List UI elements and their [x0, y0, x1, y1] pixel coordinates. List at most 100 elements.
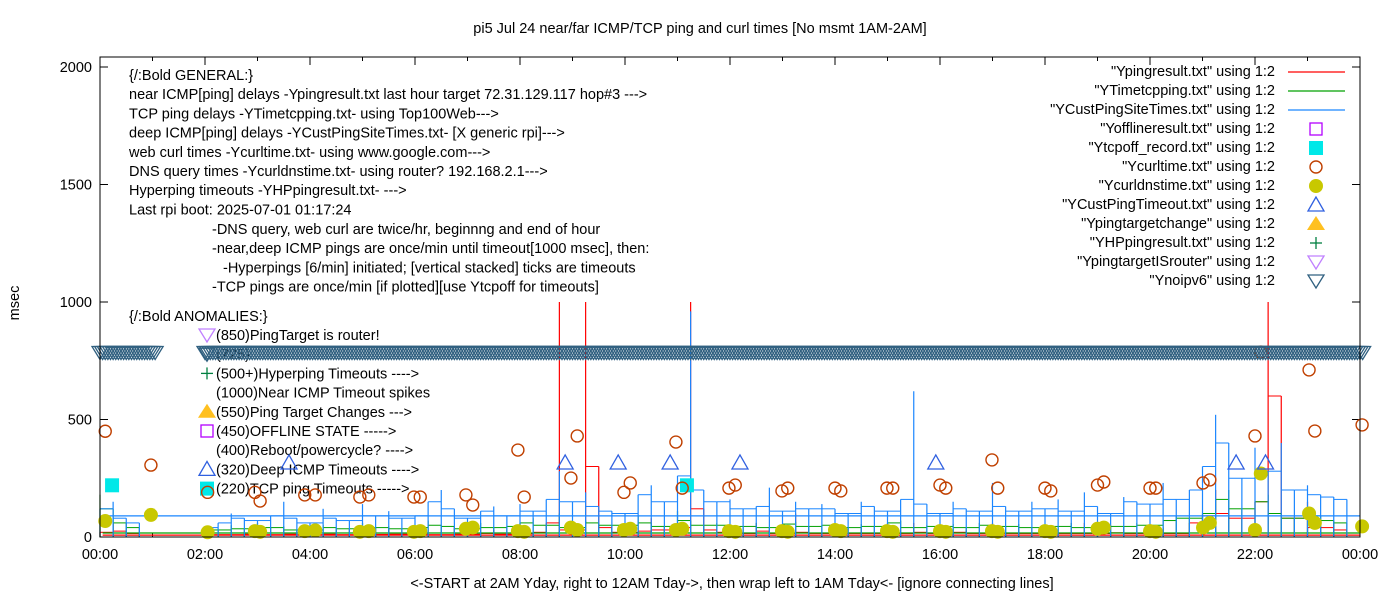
data-point	[308, 488, 322, 502]
x-tick-label: 00:00	[1342, 547, 1378, 563]
data-point	[728, 524, 743, 539]
data-point	[145, 345, 165, 361]
anomaly-key-marker	[200, 481, 214, 496]
data-point	[143, 507, 158, 522]
legend-label: "YCustPingSiteTimes.txt" using 1:2	[1050, 102, 1275, 118]
data-point	[570, 522, 585, 537]
data-point	[623, 476, 637, 490]
anomaly-key-marker	[198, 403, 216, 418]
plot-area	[90, 302, 1372, 540]
y-tick-label: 1000	[60, 295, 92, 311]
legend-label: "Ytcpoff_record.txt" using 1:2	[1088, 140, 1275, 156]
data-point	[308, 523, 323, 538]
data-point	[833, 524, 848, 539]
data-point	[253, 494, 267, 508]
data-point	[1248, 429, 1262, 443]
data-point	[570, 429, 584, 443]
y-axis-label: msec	[7, 286, 23, 321]
data-point	[781, 481, 795, 495]
y-tick-label: 1500	[60, 178, 92, 194]
series-5	[98, 345, 1369, 512]
data-point	[1353, 345, 1372, 361]
annotation-note-line: -Hyperpings [6/min] initiated; [vertical…	[223, 260, 636, 276]
x-tick-label: 16:00	[922, 547, 958, 563]
data-point	[1044, 484, 1058, 498]
annotation-anomaly-line: (400)Reboot/powercycle? ---->	[216, 443, 413, 459]
data-point	[1043, 524, 1058, 539]
data-point	[105, 478, 120, 493]
data-point	[661, 453, 680, 470]
data-point	[1148, 524, 1163, 539]
data-point	[362, 488, 376, 502]
data-point	[144, 458, 158, 472]
data-point	[298, 488, 312, 502]
annotation-note-line: -DNS query, web curl are twice/hr, begin…	[212, 222, 600, 238]
annotation-general-line: near ICMP[ping] delays -Ypingresult.txt …	[129, 87, 647, 103]
legend-marker	[1306, 274, 1326, 290]
series-7	[279, 453, 1275, 470]
data-point	[617, 485, 631, 500]
data-point	[1307, 515, 1322, 530]
data-point	[564, 471, 578, 485]
data-point	[98, 424, 112, 438]
series-11	[90, 345, 1372, 361]
data-point	[834, 484, 848, 498]
legend-marker	[1309, 122, 1323, 136]
data-point	[1302, 363, 1316, 377]
data-point	[1090, 478, 1105, 492]
data-point	[926, 453, 945, 470]
legend-marker	[1306, 195, 1326, 212]
legend-label: "Ypingresult.txt" using 1:2	[1111, 64, 1275, 80]
legend: "Ypingresult.txt" using 1:2 "YTimetcpping…	[1050, 64, 1345, 290]
legend-label: "YCustPingTimeout.txt" using 1:2	[1062, 197, 1275, 213]
data-point	[413, 490, 427, 504]
annotation-anomaly-line: (1000)Near ICMP Timeout spikes	[216, 386, 430, 402]
anomaly-key-marker	[200, 424, 214, 438]
legend-marker	[1309, 141, 1323, 155]
data-point	[990, 524, 1005, 539]
data-point	[1355, 519, 1370, 534]
series-6	[98, 466, 1370, 540]
data-point	[459, 488, 473, 502]
legend-label: "YHPpingresult.txt" using 1:2	[1090, 235, 1275, 251]
data-point	[1196, 476, 1210, 490]
data-point	[885, 524, 900, 539]
legend-marker	[1309, 179, 1323, 193]
data-point	[556, 453, 575, 470]
x-tick-label: 04:00	[292, 547, 328, 563]
data-point	[675, 521, 690, 536]
legend-marker	[1307, 216, 1325, 230]
data-point	[1308, 424, 1322, 438]
data-point	[517, 524, 532, 539]
anomaly-key-marker	[201, 367, 213, 380]
annotation-general-line: Last rpi boot: 2025-07-01 01:17:24	[129, 202, 352, 218]
data-point	[1149, 481, 1163, 495]
data-point	[279, 453, 299, 470]
legend-label: "Ycurldnstime.txt" using 1:2	[1099, 178, 1275, 194]
legend-label: "Ynoipv6" using 1:2	[1149, 273, 1275, 289]
annotation-anomaly-line: (320)Deep ICMP Timeouts ---->	[216, 462, 419, 478]
legend-marker	[1309, 160, 1323, 174]
legend-marker	[1306, 255, 1326, 271]
legend-label: "Yofflineresult.txt" using 1:2	[1100, 121, 1275, 137]
plot-frame	[99, 56, 1361, 538]
legend-label: "YpingtargetISrouter" using 1:2	[1077, 254, 1275, 270]
x-axis-label: <-START at 2AM Yday, right to 12AM Tday-…	[410, 576, 1053, 592]
data-point	[669, 435, 683, 449]
x-tick-label: 08:00	[502, 547, 538, 563]
legend-label: "Ycurltime.txt" using 1:2	[1122, 159, 1275, 175]
annotation-general-line: TCP ping delays -YTimetcpping.txt- using…	[129, 106, 499, 122]
data-point	[938, 524, 953, 539]
chart-title: pi5 Jul 24 near/far ICMP/TCP ping and cu…	[473, 21, 926, 37]
data-point	[465, 520, 480, 535]
annotation-anomaly-line: (500+)Hyperping Timeouts ---->	[216, 366, 419, 382]
x-tick-label: 20:00	[1132, 547, 1168, 563]
x-tick-label: 18:00	[1027, 547, 1063, 563]
data-point	[253, 524, 268, 539]
data-point	[200, 525, 215, 540]
data-point	[517, 490, 531, 504]
x-tick-label: 10:00	[607, 547, 643, 563]
data-point	[1248, 522, 1262, 537]
x-tick-label: 00:00	[82, 547, 118, 563]
x-tick-label: 06:00	[397, 547, 433, 563]
